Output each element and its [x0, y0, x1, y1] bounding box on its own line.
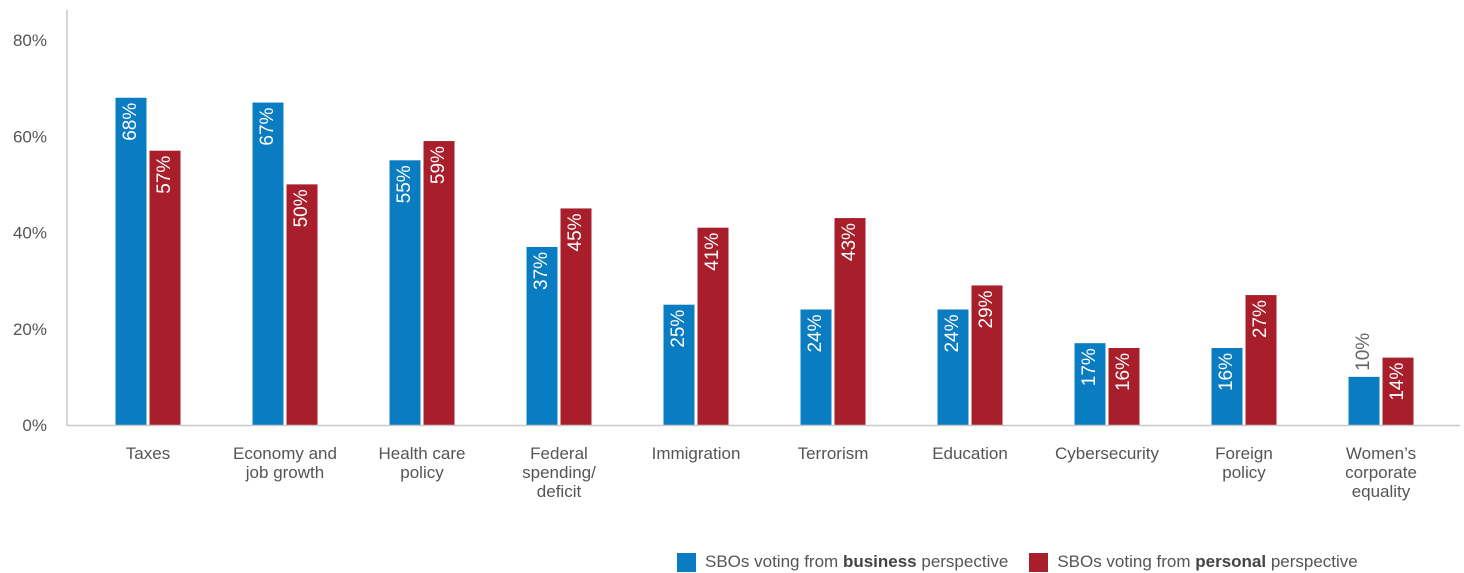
bar-personal [149, 150, 181, 425]
bar-business [1074, 343, 1106, 425]
bar-business [1348, 376, 1380, 425]
legend-label-business: SBOs voting from business perspective [705, 552, 1009, 571]
legend-item-personal: SBOs voting from personal perspective [1029, 552, 1358, 572]
bar-business [800, 309, 832, 425]
data-label: 67% [257, 107, 278, 145]
bar-personal [697, 227, 729, 425]
bar-business [115, 97, 147, 425]
data-label: 68% [120, 103, 141, 141]
legend-label-personal: SBOs voting from personal perspective [1057, 552, 1358, 571]
data-label: 24% [942, 314, 963, 352]
y-tick-label: 0% [22, 416, 47, 435]
data-label: 41% [702, 233, 723, 271]
data-label: 50% [291, 189, 312, 227]
y-tick-label: 20% [13, 320, 47, 339]
bar-personal [286, 184, 318, 425]
legend-swatch-business [677, 552, 696, 572]
x-tick-label: Economy and job growth [233, 444, 337, 482]
x-tick-label: Education [932, 444, 1008, 463]
bar-personal [423, 141, 455, 425]
data-label: 57% [154, 156, 175, 194]
x-tick-label: Cybersecurity [1055, 444, 1159, 463]
x-axis: Taxes Economy and job growth Health care pol… [67, 424, 1460, 501]
bar-personal [560, 208, 592, 425]
data-label: 10% [1353, 333, 1374, 371]
bar-business [663, 304, 695, 425]
x-tick-label: Taxes [126, 444, 170, 463]
x-tick-label: Terrorism [798, 444, 869, 463]
data-label: 16% [1216, 353, 1237, 391]
data-label: 24% [805, 314, 826, 352]
data-label: 17% [1079, 348, 1100, 386]
y-axis: 0% 20% 40% 60% 80% [13, 10, 68, 435]
x-tick-label: Immigration [652, 444, 741, 463]
bar-personal [834, 218, 866, 425]
data-label: 55% [394, 165, 415, 203]
data-label: 43% [839, 223, 860, 261]
bars: 68% 57% 67% 50% 55% 59% 37% 45% 25% 41% 24% 43% 24% 2… [115, 97, 1414, 425]
data-label: 27% [1250, 300, 1271, 338]
bar-business [252, 102, 284, 425]
bar-business [1211, 348, 1243, 425]
legend-item-business: SBOs voting from business perspective [677, 552, 1008, 572]
bar-personal [1245, 295, 1277, 425]
bar-business [389, 160, 421, 425]
data-label: 29% [976, 290, 997, 328]
legend: SBOs voting from business perspective SB… [677, 551, 1358, 573]
x-tick-label: Women’s corporate equality [1345, 444, 1417, 501]
y-tick-label: 40% [13, 224, 47, 243]
y-tick-label: 60% [13, 127, 47, 146]
x-tick-label: Federal spending/deficit [522, 444, 596, 501]
bar-personal [1382, 357, 1414, 425]
bar-personal [971, 285, 1003, 425]
bar-business [937, 309, 969, 425]
legend-swatch-personal [1029, 552, 1049, 572]
x-tick-label: Foreign policy [1215, 444, 1273, 482]
bar-business [526, 246, 558, 425]
data-label: 59% [428, 146, 449, 184]
data-label: 45% [565, 213, 586, 251]
data-label: 16% [1113, 353, 1134, 391]
y-tick-label: 80% [13, 31, 47, 50]
bar-personal [1108, 348, 1140, 425]
data-label: 14% [1387, 363, 1408, 401]
data-label: 37% [531, 252, 552, 290]
x-tick-label: Health care policy [379, 444, 466, 482]
data-label: 25% [668, 310, 689, 348]
